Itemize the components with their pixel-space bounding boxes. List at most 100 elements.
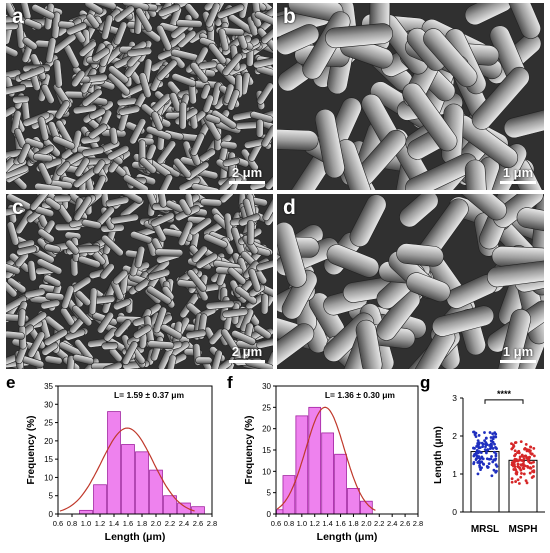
data-point [511,446,515,449]
bacterium-rod [130,231,153,244]
bacterium-rod [101,341,119,351]
data-point [490,443,493,446]
bacterium-rod [211,349,223,369]
bacterium-rod [84,3,104,15]
bacterium-rod [58,341,83,357]
y-tick-label: 15 [44,455,53,464]
bacterium-rod [190,132,205,156]
bacterium-rod [139,157,157,174]
data-point [494,452,498,456]
bacterium-rod [150,111,164,131]
histogram-bar [295,415,309,515]
bacterium-rod [399,194,439,228]
y-tick-label: 10 [44,473,53,482]
data-point [480,456,483,460]
bacterium-rod [205,113,221,125]
bacterium-rod [222,157,241,168]
bacterium-rod [56,160,71,177]
bacterium-rod [102,361,123,369]
bacterium-rod [189,62,209,84]
bacterium-rod [150,211,175,228]
bacterium-rod [6,106,17,121]
data-point [524,479,528,483]
data-point [510,480,514,484]
data-point [486,466,490,469]
y-tick-label: 25 [44,419,53,428]
y-tick-label: 0 [267,510,272,519]
data-point [494,470,498,474]
bacterium-rod [496,308,532,369]
bacterium-rod [113,298,132,311]
bacterium-rod [187,269,207,292]
y-tick-label: 2 [452,431,457,441]
bacterium-rod [164,354,177,369]
y-tick-label: 10 [262,467,271,476]
data-point [532,460,535,464]
bacterium-rod [235,286,258,305]
bacterium-rod [239,308,254,332]
bacterium-rod [211,109,237,130]
data-point [518,466,522,469]
bacterium-rod [6,3,17,18]
bacterium-rod [6,22,19,31]
bacterium-rod [456,194,507,221]
bacterium-rod [349,194,387,247]
bacterium-rod [17,308,27,328]
bacterium-rod [99,263,115,280]
data-point [519,468,523,472]
bacterium-rod [227,89,240,111]
data-point [532,446,536,450]
bacterium-rod [157,3,181,18]
data-point [521,462,525,466]
bacterium-rod [6,330,25,340]
bacterium-rod [325,23,394,49]
bacterium-rod [27,260,37,282]
data-point [524,443,528,446]
data-point [532,474,535,478]
data-point [480,466,483,470]
bacterium-rod [222,52,243,76]
bacterium-rod [260,293,269,315]
bacterium-rod [6,157,16,178]
scale-bar-d: 1 μm [500,344,536,363]
sem-image-d [277,194,544,369]
bacterium-rod [53,59,63,88]
data-point [519,440,523,443]
data-point [477,434,481,437]
bacterium-rod [24,288,46,299]
y-axis-label: Frequency (%) [26,416,37,485]
x-tick-label: 2.6 [400,519,410,528]
y-tick-label: 1 [452,469,457,479]
bacterium-rod [516,207,544,233]
scatter-g: 0 1 2 3 Length (μm) MRSL MSPH **** [433,389,545,535]
data-point [531,465,535,468]
x-tick-label: 2.6 [193,519,203,528]
x-tick-label: 2.0 [151,519,161,528]
bacterium-rod [220,328,239,352]
data-point [472,462,476,466]
bacterium-rod [93,174,107,190]
data-point [520,453,524,457]
bacterium-rod [185,329,207,340]
bacterium-rod [110,213,139,225]
data-point [474,431,478,435]
chart-label-e: e [6,373,16,392]
bacterium-rod [7,277,27,294]
data-point [515,471,519,474]
data-point [516,462,520,466]
bacterium-rod [218,28,230,52]
bacterium-rod [191,183,220,190]
x-tick-label: 2.2 [165,519,175,528]
x-tick-label: 1.0 [81,519,91,528]
data-point [491,460,495,464]
data-point [479,451,483,454]
bacterium-rod [22,37,38,51]
bacterium-rod [261,124,273,148]
data-point [516,451,519,454]
bacterium-rod [218,176,236,190]
data-point [529,445,532,449]
data-point [476,451,480,455]
bacterium-rod [464,159,487,190]
bacterium-rod [255,118,264,138]
data-point [513,449,517,453]
